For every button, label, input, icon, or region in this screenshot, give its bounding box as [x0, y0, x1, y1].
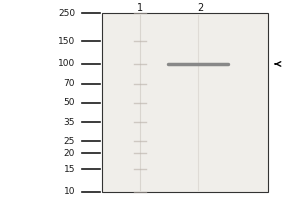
Text: 2: 2 — [197, 3, 203, 13]
Text: 10: 10 — [64, 188, 75, 196]
Text: 20: 20 — [64, 149, 75, 158]
Text: 250: 250 — [58, 8, 75, 18]
Text: 70: 70 — [64, 79, 75, 88]
Text: 35: 35 — [64, 118, 75, 127]
Text: 100: 100 — [58, 59, 75, 68]
Text: 15: 15 — [64, 165, 75, 174]
Text: 50: 50 — [64, 98, 75, 107]
Text: 25: 25 — [64, 137, 75, 146]
Text: 1: 1 — [137, 3, 143, 13]
Bar — [102, 13, 268, 192]
Text: 150: 150 — [58, 37, 75, 46]
